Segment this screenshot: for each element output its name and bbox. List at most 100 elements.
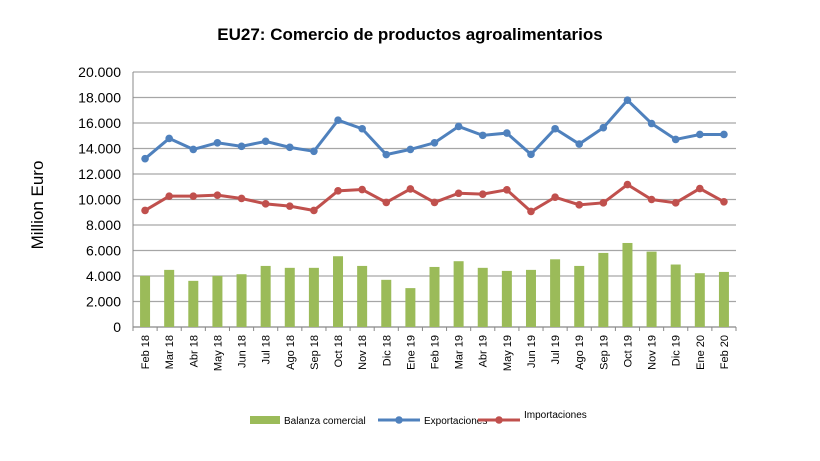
- point-exportaciones: [527, 150, 535, 159]
- line-importaciones: [144, 182, 725, 214]
- point-exportaciones: [430, 138, 439, 147]
- point-exportaciones: [575, 140, 584, 148]
- point-importaciones: [454, 189, 463, 198]
- y-tick-label: 14.000: [78, 141, 121, 157]
- point-exportaciones: [478, 131, 487, 140]
- point-importaciones: [382, 198, 391, 207]
- x-tick-label: Nov 19: [647, 335, 659, 370]
- y-tick-label: 8.000: [86, 217, 121, 233]
- point-exportaciones: [165, 134, 173, 143]
- x-tick-label: Mar 18: [164, 335, 176, 369]
- bar-mar-19: [453, 261, 464, 327]
- bar-feb-20: [718, 271, 729, 327]
- point-importaciones: [334, 187, 342, 195]
- x-tick-label: Ene 20: [695, 335, 707, 370]
- y-tick-label: 10.000: [78, 192, 121, 208]
- bar-dic-19: [670, 264, 681, 327]
- point-importaciones: [285, 202, 294, 210]
- point-importaciones: [141, 206, 149, 215]
- x-tick-label: Feb 19: [430, 335, 442, 369]
- bar-abr-19: [477, 267, 488, 327]
- bar-mar-18: [164, 269, 175, 327]
- legend-label: Importaciones: [524, 410, 587, 421]
- x-tick-label: Oct 18: [333, 335, 345, 367]
- point-exportaciones: [382, 150, 391, 159]
- point-importaciones: [478, 190, 487, 198]
- point-importaciones: [406, 185, 415, 193]
- bar-ago-18: [284, 267, 295, 327]
- point-importaciones: [261, 200, 270, 208]
- point-exportaciones: [551, 124, 559, 133]
- x-tick-label: Feb 18: [140, 335, 152, 369]
- x-tick-label: Sep 18: [309, 335, 321, 370]
- bar-dic-18: [381, 279, 392, 327]
- bar-feb-19: [429, 266, 440, 327]
- point-exportaciones: [454, 122, 463, 131]
- line-exportaciones: [144, 98, 724, 160]
- point-exportaciones: [503, 129, 511, 137]
- bar-ene-19: [405, 288, 416, 327]
- bar-jul-18: [260, 265, 271, 327]
- point-importaciones: [623, 180, 632, 189]
- point-importaciones: [358, 185, 366, 194]
- y-tick-label: 6.000: [86, 243, 121, 259]
- y-tick-label: 20.000: [78, 64, 121, 80]
- x-tick-label: May 19: [502, 335, 514, 371]
- point-exportaciones: [285, 143, 294, 152]
- point-exportaciones: [358, 124, 366, 133]
- point-exportaciones: [310, 147, 318, 156]
- point-exportaciones: [334, 116, 342, 124]
- bar-jul-19: [550, 259, 561, 327]
- point-exportaciones: [671, 135, 680, 144]
- x-tick-label: Nov 18: [357, 335, 369, 370]
- x-tick-label: Ene 19: [405, 335, 417, 370]
- chart-title: EU27: Comercio de productos agroalimenta…: [217, 25, 603, 44]
- x-tick-label: Jun 19: [526, 335, 538, 368]
- point-importaciones: [696, 184, 704, 193]
- point-importaciones: [503, 186, 511, 194]
- point-exportaciones: [720, 130, 728, 139]
- bar-may-19: [501, 270, 512, 327]
- x-tick-label: Dic 19: [671, 335, 683, 366]
- point-exportaciones: [406, 145, 415, 154]
- y-tick-label: 12.000: [78, 166, 121, 182]
- point-importaciones: [165, 192, 173, 200]
- bar-nov-18: [357, 265, 368, 327]
- legend-swatch: [250, 416, 280, 424]
- legend-marker: [495, 416, 503, 424]
- point-exportaciones: [261, 137, 270, 146]
- point-exportaciones: [623, 96, 632, 104]
- x-tick-label: Jun 18: [237, 335, 249, 368]
- point-importaciones: [575, 201, 584, 209]
- legend-marker: [395, 416, 403, 424]
- bar-sep-18: [308, 267, 319, 327]
- point-importaciones: [310, 206, 318, 215]
- point-exportaciones: [141, 154, 149, 163]
- point-importaciones: [189, 192, 198, 200]
- point-importaciones: [551, 193, 559, 202]
- point-importaciones: [599, 199, 608, 207]
- bar-oct-19: [622, 242, 633, 327]
- x-tick-label: Feb 20: [719, 335, 731, 369]
- x-tick-label: Abr 18: [188, 335, 200, 367]
- y-tick-label: 18.000: [78, 90, 121, 106]
- bar-may-18: [212, 275, 223, 327]
- x-tick-label: Ago 18: [285, 335, 297, 370]
- point-exportaciones: [599, 123, 608, 132]
- x-tick-label: Jul 18: [261, 335, 273, 364]
- point-exportaciones: [237, 142, 246, 151]
- x-tick-label: Ago 19: [574, 335, 586, 370]
- point-exportaciones: [189, 145, 198, 154]
- point-importaciones: [671, 199, 680, 207]
- bar-abr-18: [188, 280, 199, 327]
- point-importaciones: [720, 197, 728, 206]
- x-tick-label: Jul 19: [550, 335, 562, 364]
- point-exportaciones: [696, 130, 704, 139]
- point-importaciones: [430, 198, 439, 207]
- bar-nov-19: [646, 251, 657, 327]
- y-tick-label: 2.000: [86, 294, 121, 310]
- bar-ago-19: [574, 265, 585, 327]
- point-exportaciones: [213, 138, 222, 147]
